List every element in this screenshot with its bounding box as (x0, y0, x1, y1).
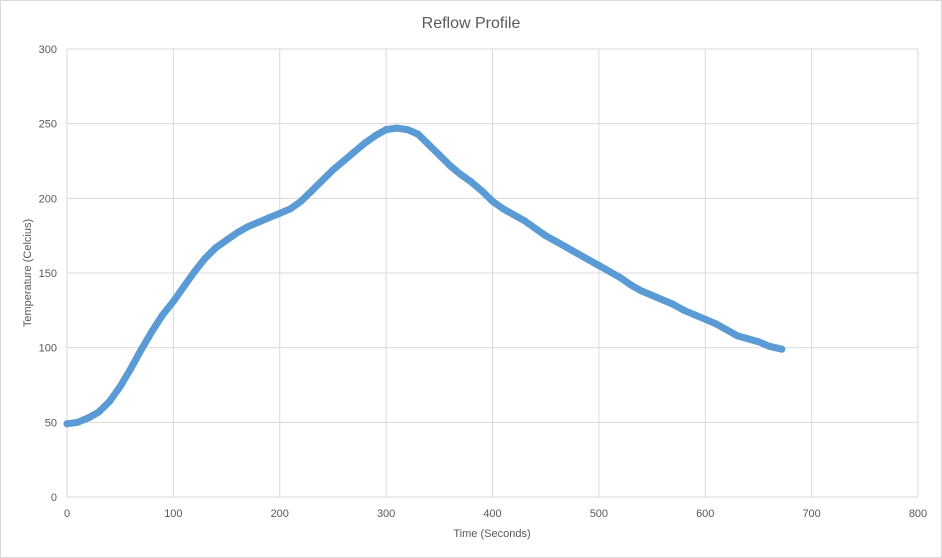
x-tick-label: 600 (696, 508, 714, 520)
data-point (584, 256, 592, 264)
data-point (201, 254, 209, 262)
data-point (180, 282, 188, 290)
data-point (276, 209, 284, 217)
data-point (372, 132, 379, 140)
data-point (84, 414, 92, 422)
data-point (563, 244, 571, 252)
y-axis-title: Temperature (Celcius) (22, 219, 34, 327)
data-point (425, 141, 433, 149)
x-tick-label: 0 (64, 508, 70, 520)
data-point (318, 176, 326, 184)
data-point (542, 232, 550, 240)
data-point (361, 139, 369, 147)
data-point (712, 320, 720, 328)
data-point (659, 296, 667, 304)
data-point (297, 197, 305, 205)
data-point (350, 148, 358, 156)
data-point (308, 187, 316, 195)
data-point (765, 342, 773, 350)
data-point (403, 126, 411, 134)
data-point (489, 197, 496, 205)
data-point (574, 250, 582, 258)
data-point (95, 408, 103, 416)
data-point (148, 327, 156, 335)
x-tick-label: 500 (590, 508, 608, 520)
data-point (627, 281, 635, 289)
data-point (244, 223, 252, 231)
data-series (63, 124, 786, 428)
data-point (669, 300, 677, 308)
data-point (233, 229, 241, 237)
gridlines (66, 48, 919, 498)
data-point (478, 187, 486, 195)
data-point (520, 217, 528, 225)
data-point (595, 262, 603, 269)
data-point (778, 345, 786, 353)
x-tick-label: 200 (271, 508, 289, 520)
data-point (74, 418, 82, 426)
y-tick-label: 200 (39, 193, 57, 205)
x-tick-label: 300 (377, 508, 395, 520)
x-tick-label: 800 (909, 508, 927, 520)
data-point (159, 311, 167, 319)
data-point (552, 238, 560, 246)
data-point (467, 178, 475, 186)
data-point (265, 214, 273, 222)
data-point (616, 274, 624, 281)
data-point (648, 291, 656, 299)
data-point (169, 297, 177, 305)
data-point (606, 268, 613, 275)
data-point (754, 338, 762, 346)
data-point (116, 383, 124, 390)
chart-title: Reflow Profile (422, 15, 521, 32)
data-point (446, 162, 454, 169)
tick-labels: 0 100 200 300 400 500 600 700 800 0 50 100 150 200 250… (39, 44, 928, 520)
y-tick-label: 300 (39, 44, 57, 56)
x-tick-label: 400 (483, 508, 501, 520)
data-point (531, 224, 539, 232)
y-tick-label: 250 (39, 119, 57, 131)
data-point (499, 205, 507, 213)
data-point (733, 332, 741, 340)
data-point (106, 397, 114, 405)
data-point (329, 166, 337, 174)
x-tick-label: 100 (164, 508, 182, 520)
data-point (435, 151, 443, 159)
data-point (393, 124, 401, 132)
data-point (212, 244, 220, 252)
data-point (127, 365, 135, 373)
data-point (63, 420, 71, 428)
data-point (637, 287, 645, 295)
data-point (680, 306, 688, 314)
data-point (701, 315, 709, 323)
x-tick-label: 700 (802, 508, 820, 520)
y-tick-label: 50 (45, 417, 57, 429)
y-tick-label: 0 (51, 492, 57, 504)
data-point (382, 126, 390, 134)
data-point (340, 157, 348, 165)
y-tick-label: 150 (39, 268, 57, 280)
data-point (414, 130, 422, 138)
data-point (286, 205, 294, 213)
data-point (255, 218, 262, 226)
data-point (691, 311, 699, 319)
y-tick-label: 100 (39, 343, 57, 355)
data-point (510, 211, 518, 219)
data-point (223, 236, 231, 244)
data-point (744, 335, 752, 343)
data-point (138, 345, 145, 353)
x-axis-title: Time (Seconds) (453, 528, 530, 540)
data-point (723, 326, 730, 334)
data-point (457, 170, 465, 178)
data-point (191, 268, 199, 275)
